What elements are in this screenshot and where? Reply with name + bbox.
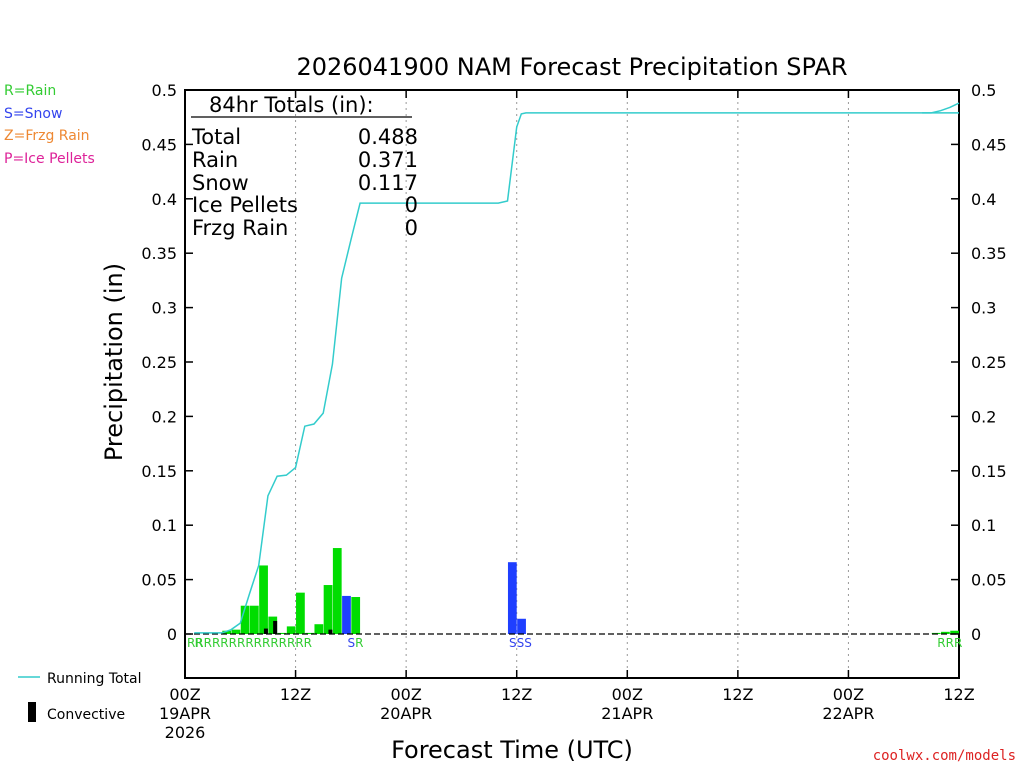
- y-tick-label-right: 0.1: [971, 516, 996, 535]
- legend-ice-pellets: P=Ice Pellets: [4, 151, 95, 167]
- legend-running-total: Running Total: [47, 671, 142, 687]
- precip-bar: [240, 605, 250, 634]
- precip-bar: [950, 630, 959, 634]
- y-axis-label: Precipitation (in): [100, 263, 128, 461]
- precip-bar: [323, 585, 333, 634]
- totals-value-ice-pellets: 0: [405, 193, 418, 217]
- totals-label-rain: Rain: [192, 148, 238, 172]
- precip-bar: [259, 565, 268, 634]
- x-tick-year: 2026: [165, 723, 206, 742]
- ptype-legend: R=Rain S=Snow Z=Frzg Rain P=Ice Pellets: [4, 83, 95, 167]
- totals-heading: 84hr Totals (in):: [209, 93, 374, 117]
- y-tick-label-right: 0.3: [971, 299, 996, 318]
- y-axis-ticks: 0 00.05 0.050.1 0.10.15 0.150.2 0.20.25 0.250.…: [141, 81, 1006, 644]
- y-tick-label-right: 0.5: [971, 81, 996, 100]
- precip-bar: [296, 592, 305, 634]
- y-tick-label-right: 0.2: [971, 407, 996, 426]
- precip-bar: [314, 624, 324, 634]
- y-tick-label-left: 0: [167, 625, 177, 644]
- totals-value-rain: 0.371: [358, 148, 418, 172]
- x-tick-label: 00Z: [390, 685, 421, 704]
- convective-bar: [263, 628, 268, 634]
- ptype-label: SR: [347, 636, 363, 650]
- precip-bar: [277, 632, 287, 634]
- grid-lines: [295, 90, 849, 678]
- precip-bar: [305, 632, 314, 634]
- series-legend: Running Total Convective: [18, 671, 142, 723]
- x-tick-label: 12Z: [943, 685, 974, 704]
- totals-value-total: 0.488: [358, 125, 418, 149]
- totals-label-total: Total: [191, 125, 241, 149]
- y-tick-label-left: 0.4: [152, 190, 177, 209]
- y-tick-label-left: 0.35: [141, 244, 177, 263]
- precip-bar: [517, 618, 526, 634]
- totals-label-ice-pellets: Ice Pellets: [192, 193, 298, 217]
- y-tick-label-right: 0.15: [971, 462, 1007, 481]
- legend-rain: R=Rain: [4, 83, 56, 99]
- precip-bars: [222, 548, 959, 634]
- y-tick-label-right: 0.35: [971, 244, 1007, 263]
- precip-bar: [249, 605, 259, 634]
- y-tick-label-right: 0.4: [971, 190, 996, 209]
- y-tick-label-left: 0.05: [141, 571, 177, 590]
- y-tick-label-left: 0.2: [152, 407, 177, 426]
- y-tick-label-left: 0.5: [152, 81, 177, 100]
- y-tick-label-left: 0.25: [141, 353, 177, 372]
- convective-bars: [263, 620, 333, 634]
- plot-frame: [184, 89, 960, 679]
- ptype-rain-char: R: [355, 636, 363, 650]
- convective-bar: [273, 620, 278, 634]
- precip-bar: [342, 595, 351, 634]
- totals-label-snow: Snow: [192, 171, 249, 195]
- x-tick-label: 12Z: [280, 685, 311, 704]
- ptype-label: R: [195, 636, 203, 650]
- y-tick-label-left: 0.45: [141, 135, 177, 154]
- y-tick-label-left: 0.1: [152, 516, 177, 535]
- y-tick-label-right: 0: [971, 625, 981, 644]
- x-tick-date: 20APR: [380, 704, 432, 723]
- ptype-label: RRR: [937, 636, 962, 650]
- chart-title: 2026041900 NAM Forecast Precipitation SP…: [296, 53, 847, 81]
- precip-bar: [286, 626, 296, 634]
- legend-convective: Convective: [47, 707, 125, 723]
- running-total-tail: [922, 102, 960, 114]
- legend-snow: S=Snow: [4, 106, 62, 122]
- y-tick-label-left: 0.3: [152, 299, 177, 318]
- x-tick-label: 00Z: [169, 685, 200, 704]
- totals-box: 84hr Totals (in): Total 0.488 Rain 0.371…: [191, 93, 418, 240]
- y-tick-label-right: 0.25: [971, 353, 1007, 372]
- precip-bar: [507, 562, 517, 634]
- y-tick-label-right: 0.05: [971, 571, 1007, 590]
- y-tick-label-right: 0.45: [971, 135, 1007, 154]
- x-tick-date: 19APR: [159, 704, 211, 723]
- x-tick-date: 22APR: [822, 704, 874, 723]
- legend-frzg-rain: Z=Frzg Rain: [4, 128, 90, 144]
- x-tick-label: 12Z: [501, 685, 532, 704]
- running-total-line: [194, 112, 959, 634]
- convective-swatch: [28, 702, 36, 722]
- totals-value-frzg-rain: 0: [405, 216, 418, 240]
- precip-bar: [231, 629, 241, 634]
- precip-bar: [268, 616, 278, 634]
- precip-bar: [941, 631, 950, 634]
- y-tick-label-left: 0.15: [141, 462, 177, 481]
- x-tick-label: 00Z: [833, 685, 864, 704]
- precip-bar: [332, 548, 342, 634]
- ptype-label: RRRRRRRRRRRRRRR: [187, 636, 312, 650]
- x-axis-label: Forecast Time (UTC): [391, 736, 633, 764]
- x-tick-label: 12Z: [722, 685, 753, 704]
- x-tick-label: 00Z: [612, 685, 643, 704]
- precip-bar: [351, 597, 361, 634]
- ptype-snow-char: S: [347, 636, 355, 650]
- totals-label-frzg-rain: Frzg Rain: [192, 216, 288, 240]
- ptype-label: SSS: [509, 636, 532, 650]
- credit-text: coolwx.com/models: [873, 748, 1016, 764]
- convective-bar: [328, 629, 333, 634]
- precip-bar: [222, 630, 232, 634]
- x-tick-date: 21APR: [601, 704, 653, 723]
- totals-value-snow: 0.117: [358, 171, 418, 195]
